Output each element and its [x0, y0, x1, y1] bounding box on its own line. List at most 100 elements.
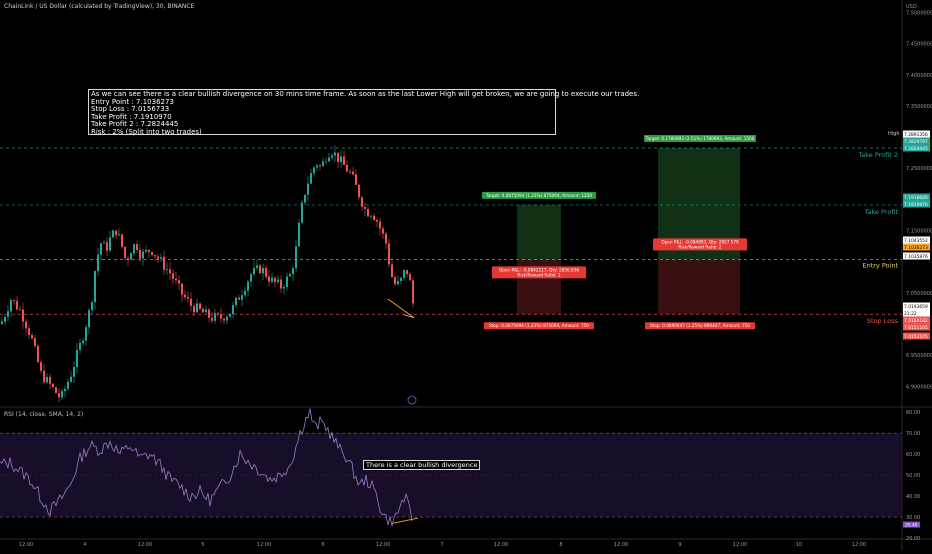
note-line: Risk : 2% (Split into two trades) — [91, 127, 202, 136]
candle-body — [202, 308, 204, 313]
candle-body — [286, 276, 288, 288]
price-tag — [903, 332, 930, 340]
candle-body — [37, 345, 39, 363]
candle-body — [316, 165, 318, 168]
candle-body — [376, 219, 378, 222]
price-tag — [903, 302, 930, 310]
candle-body — [262, 267, 264, 274]
candle-body — [31, 334, 33, 339]
time-tick-label: 12:00 — [494, 542, 508, 548]
position2-stop-tag-text: Stop: 0.0890447 (1.25%) 890447, Amount: … — [650, 323, 750, 328]
candle-body — [412, 280, 414, 304]
candle-body — [85, 327, 87, 341]
price-tag — [903, 316, 930, 324]
time-tick-label: 12:00 — [614, 542, 628, 548]
price-tick-label: 7.4000000 — [906, 73, 932, 79]
candle-body — [334, 152, 336, 156]
price-tag — [903, 130, 930, 138]
candle-body — [163, 257, 165, 270]
candle-body — [115, 230, 117, 236]
candle-body — [220, 314, 222, 319]
candle-body — [400, 277, 402, 281]
note-line: Stop Loss : 7.0156733 — [91, 105, 170, 114]
candle-body — [97, 254, 99, 272]
candle-body — [136, 244, 138, 250]
candle-body — [145, 249, 147, 252]
position1-profit-zone — [517, 204, 561, 260]
candle-body — [409, 274, 411, 281]
price-tag-text: 7.0193659 — [904, 304, 928, 310]
candle-body — [280, 279, 282, 289]
candle-body — [208, 309, 210, 318]
candle-body — [52, 383, 54, 388]
position2-open-tag-text: Risk/Reward Ratio: 2 — [678, 244, 722, 249]
candle-body — [7, 311, 9, 317]
candle-body — [229, 314, 231, 317]
analysis-note: As we can see there is a clear bullish d… — [88, 89, 639, 136]
candle-body — [232, 305, 234, 315]
position1-open-tag — [492, 266, 586, 279]
price-tick-label: 6.9500000 — [906, 353, 932, 359]
candle-body — [169, 269, 171, 274]
price-divergence-line — [387, 298, 415, 319]
candle-body — [187, 297, 189, 299]
position2-open-tag — [653, 238, 747, 251]
candle-body — [349, 171, 351, 173]
time-tick-label: 5 — [201, 542, 204, 548]
time-tick-label: 8 — [559, 542, 562, 548]
note-line: Take Profit 2 : 7.2824445 — [91, 120, 179, 129]
price-tag — [903, 243, 930, 251]
candle-body — [175, 278, 177, 281]
level-label-tp: Take Profit — [864, 208, 899, 216]
time-tick-label: 12:00 — [138, 542, 152, 548]
price-tick-label: 7.1500000 — [906, 229, 932, 235]
candle-body — [352, 171, 354, 175]
rsi-line — [0, 408, 413, 527]
candle-body — [13, 300, 15, 302]
event-marker-icon — [407, 395, 417, 405]
candle-body — [388, 243, 390, 265]
candle-body — [397, 280, 399, 285]
candle-body — [214, 313, 216, 321]
candle-body — [94, 271, 96, 303]
level-label-stop: Stop Loss — [867, 317, 899, 325]
candle-body — [67, 381, 69, 389]
candle-body — [154, 255, 156, 257]
candle-body — [22, 309, 24, 322]
candle-body — [4, 316, 6, 322]
time-tick-label: 4 — [83, 542, 86, 548]
note-line: Entry Point : 7.1036273 — [91, 97, 174, 106]
price-tag-text: 21:22 — [904, 311, 917, 317]
candle-body — [109, 237, 111, 251]
candle-body — [295, 246, 297, 269]
candle-body — [217, 313, 219, 315]
position2-target-tag — [644, 135, 756, 143]
candle-body — [325, 161, 327, 163]
candle-body — [361, 197, 363, 207]
time-tick-label: 6 — [321, 542, 324, 548]
candle-body — [28, 328, 30, 335]
candle-body — [133, 244, 135, 254]
candle-body — [10, 300, 12, 312]
candle-body — [112, 230, 114, 238]
price-tag-text: 7.1035876 — [904, 254, 928, 260]
candle-body — [73, 367, 75, 377]
candle-body — [211, 317, 213, 321]
candle-body — [370, 215, 372, 217]
price-tick-label: 6.9000000 — [906, 384, 932, 390]
candle-body — [346, 164, 348, 172]
price-tag — [903, 200, 930, 208]
candles — [1, 145, 417, 405]
time-tick-label: 12:00 — [257, 542, 271, 548]
position1-target-tag-text: Target: 0.0875094 (1.23%) 875094, Amount… — [485, 193, 592, 198]
candle-body — [76, 349, 78, 368]
candle-body — [205, 309, 207, 313]
time-tick-label: 12:00 — [733, 542, 747, 548]
rsi-tick-label: 70.00 — [906, 431, 920, 437]
candle-body — [298, 222, 300, 247]
price-tick-label: 7.2500000 — [906, 166, 932, 172]
candle-body — [91, 302, 93, 311]
time-tick-label: 10 — [796, 542, 802, 548]
candle-body — [130, 253, 132, 260]
price-tag — [903, 309, 930, 317]
